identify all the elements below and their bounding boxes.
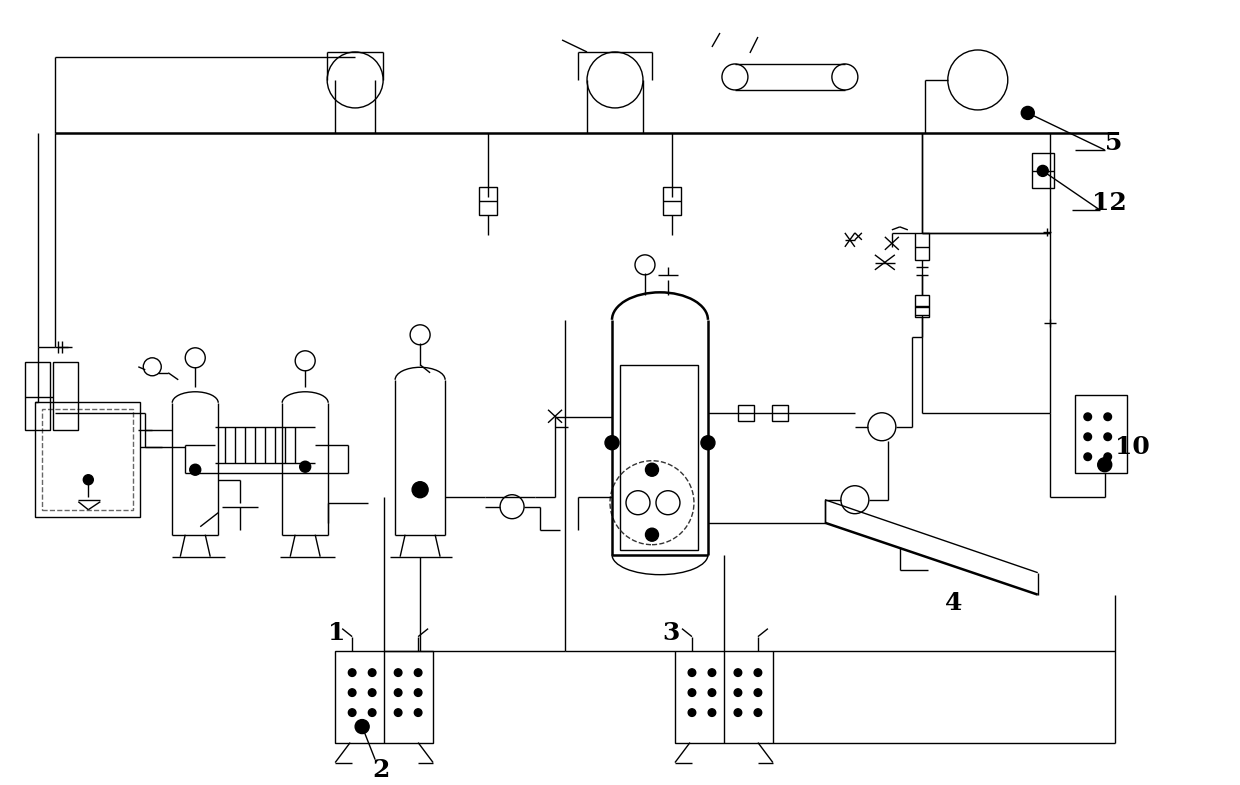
- Bar: [479, 187, 497, 215]
- Circle shape: [1104, 433, 1111, 440]
- Circle shape: [646, 528, 658, 541]
- Text: 1: 1: [329, 621, 346, 644]
- Circle shape: [368, 688, 376, 696]
- Circle shape: [754, 709, 761, 717]
- Text: 10: 10: [1115, 435, 1149, 458]
- Circle shape: [1084, 413, 1091, 421]
- Bar: [42, 409, 133, 509]
- Circle shape: [414, 688, 422, 696]
- Circle shape: [412, 482, 428, 498]
- Circle shape: [754, 688, 761, 696]
- Circle shape: [1104, 413, 1111, 421]
- Circle shape: [1038, 166, 1048, 177]
- Circle shape: [605, 436, 619, 450]
- Circle shape: [688, 688, 696, 696]
- Bar: [738, 405, 754, 421]
- Circle shape: [394, 669, 402, 677]
- Bar: [335, 651, 433, 743]
- Circle shape: [701, 436, 715, 450]
- Circle shape: [734, 688, 742, 696]
- Bar: [915, 295, 929, 317]
- Circle shape: [348, 669, 356, 677]
- Circle shape: [646, 463, 658, 476]
- Text: 5: 5: [1105, 131, 1122, 155]
- Text: 3: 3: [662, 621, 680, 644]
- Bar: [53, 362, 78, 429]
- Circle shape: [348, 709, 356, 717]
- Bar: [675, 651, 773, 743]
- Text: 2: 2: [372, 758, 389, 782]
- Circle shape: [708, 669, 715, 677]
- Circle shape: [734, 709, 742, 717]
- Circle shape: [368, 709, 376, 717]
- Circle shape: [414, 709, 422, 717]
- Circle shape: [348, 688, 356, 696]
- Bar: [1032, 153, 1054, 188]
- Circle shape: [1022, 107, 1034, 119]
- Circle shape: [1104, 453, 1111, 461]
- Circle shape: [355, 720, 370, 733]
- Circle shape: [190, 464, 201, 475]
- Circle shape: [83, 475, 93, 484]
- Circle shape: [414, 669, 422, 677]
- Bar: [25, 362, 51, 429]
- Bar: [1075, 395, 1127, 473]
- Circle shape: [368, 669, 376, 677]
- Bar: [663, 187, 681, 215]
- Circle shape: [1097, 458, 1112, 472]
- Bar: [35, 402, 140, 517]
- Circle shape: [1084, 433, 1091, 440]
- Circle shape: [734, 669, 742, 677]
- Circle shape: [688, 709, 696, 717]
- Circle shape: [394, 709, 402, 717]
- Text: 12: 12: [1091, 191, 1126, 215]
- Bar: [620, 365, 698, 550]
- Circle shape: [708, 709, 715, 717]
- Circle shape: [394, 688, 402, 696]
- Circle shape: [300, 462, 311, 473]
- Circle shape: [688, 669, 696, 677]
- Circle shape: [1084, 453, 1091, 461]
- Text: 4: 4: [945, 590, 962, 615]
- Circle shape: [708, 688, 715, 696]
- Circle shape: [754, 669, 761, 677]
- Bar: [915, 233, 929, 260]
- Bar: [773, 405, 787, 421]
